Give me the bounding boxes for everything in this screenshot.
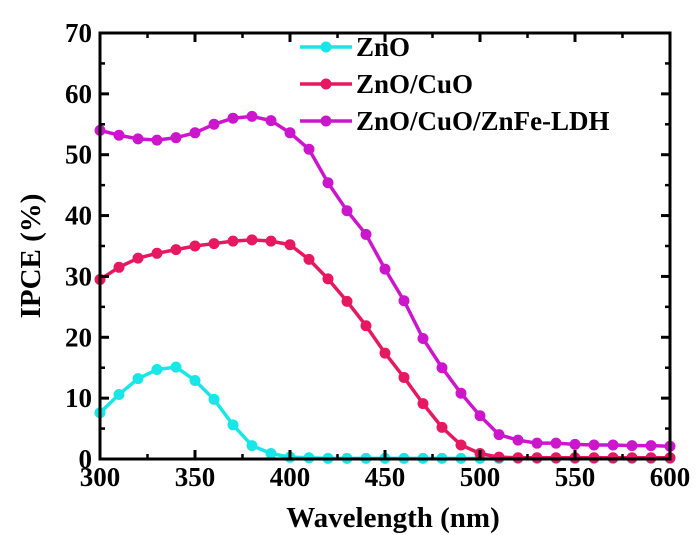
data-point bbox=[208, 118, 220, 130]
x-tick-label: 450 bbox=[365, 462, 406, 492]
plot-frame bbox=[98, 31, 672, 461]
data-point bbox=[227, 112, 239, 124]
legend-marker bbox=[320, 41, 332, 53]
data-point bbox=[189, 374, 201, 386]
data-point bbox=[208, 393, 220, 405]
legend-label: ZnO/CuO bbox=[356, 69, 473, 99]
data-point bbox=[132, 252, 144, 264]
y-tick-label: 50 bbox=[65, 140, 92, 170]
data-point bbox=[607, 439, 619, 451]
data-point bbox=[151, 247, 163, 259]
data-point bbox=[379, 263, 391, 275]
data-point bbox=[151, 134, 163, 146]
y-tick-label: 10 bbox=[65, 383, 92, 413]
data-point bbox=[246, 110, 258, 122]
x-tick-label: 550 bbox=[555, 462, 596, 492]
y-axis-title: IPCE (%) bbox=[15, 194, 47, 319]
data-point bbox=[417, 398, 429, 410]
data-point bbox=[322, 273, 334, 285]
data-point bbox=[170, 244, 182, 256]
data-point bbox=[645, 440, 657, 452]
legend-label: ZnO/CuO/ZnFe-LDH bbox=[356, 106, 610, 136]
data-point bbox=[512, 434, 524, 446]
data-point bbox=[132, 373, 144, 385]
y-tick-label: 20 bbox=[65, 322, 92, 352]
x-tick-label: 350 bbox=[175, 462, 216, 492]
data-point bbox=[208, 238, 220, 250]
data-point bbox=[398, 295, 410, 307]
data-point bbox=[550, 437, 562, 449]
data-point bbox=[303, 253, 315, 265]
data-point bbox=[436, 362, 448, 374]
legend-marker bbox=[320, 115, 332, 127]
data-point bbox=[398, 371, 410, 383]
data-point bbox=[303, 143, 315, 155]
data-point bbox=[170, 132, 182, 144]
data-point bbox=[246, 234, 258, 246]
data-point bbox=[341, 295, 353, 307]
data-point bbox=[284, 239, 296, 251]
series-zno-cuo-znfe-ldh bbox=[94, 110, 676, 452]
series-layer bbox=[94, 110, 676, 464]
data-point bbox=[322, 177, 334, 189]
data-point bbox=[360, 228, 372, 240]
y-tick-label: 60 bbox=[65, 79, 92, 109]
data-point bbox=[436, 421, 448, 433]
data-point bbox=[588, 439, 600, 451]
ticks-layer: 300 350 400 450 500 550 600 0 10 20 30 40 50 60 70 bbox=[65, 18, 690, 492]
legend-label: ZnO bbox=[356, 32, 410, 62]
data-point bbox=[474, 410, 486, 422]
data-point bbox=[265, 448, 277, 460]
data-point bbox=[151, 364, 163, 376]
x-tick-label: 300 bbox=[80, 462, 121, 492]
data-point bbox=[132, 133, 144, 145]
y-tick-label: 40 bbox=[65, 201, 92, 231]
data-point bbox=[189, 240, 201, 252]
data-point bbox=[113, 129, 125, 141]
data-point bbox=[455, 387, 467, 399]
data-point bbox=[626, 440, 638, 452]
x-axis-title: Wavelength (nm) bbox=[286, 502, 499, 534]
data-point bbox=[417, 333, 429, 345]
data-point bbox=[455, 439, 467, 451]
data-point bbox=[341, 205, 353, 217]
legend-marker bbox=[320, 78, 332, 90]
data-point bbox=[246, 440, 258, 452]
data-point bbox=[113, 388, 125, 400]
data-point bbox=[227, 235, 239, 247]
y-tick-label: 70 bbox=[65, 18, 92, 48]
data-point bbox=[569, 438, 581, 450]
data-point bbox=[493, 451, 505, 463]
series-zno-cuo bbox=[94, 234, 676, 464]
data-point bbox=[170, 361, 182, 373]
data-point bbox=[265, 235, 277, 247]
data-point bbox=[531, 437, 543, 449]
data-point bbox=[360, 320, 372, 332]
data-point bbox=[189, 127, 201, 139]
x-tick-label: 600 bbox=[650, 462, 691, 492]
data-point bbox=[284, 127, 296, 139]
data-point bbox=[113, 261, 125, 273]
y-tick-label: 30 bbox=[65, 261, 92, 291]
data-point bbox=[379, 347, 391, 359]
y-tick-label: 0 bbox=[79, 444, 93, 474]
legend: ZnO ZnO/CuO ZnO/CuO/ZnFe-LDH bbox=[300, 32, 610, 136]
x-tick-label: 500 bbox=[460, 462, 501, 492]
x-tick-label: 400 bbox=[270, 462, 311, 492]
data-point bbox=[227, 419, 239, 431]
series-line bbox=[99, 114, 671, 448]
series-zno bbox=[94, 361, 676, 464]
data-point bbox=[265, 115, 277, 127]
data-point bbox=[493, 429, 505, 441]
